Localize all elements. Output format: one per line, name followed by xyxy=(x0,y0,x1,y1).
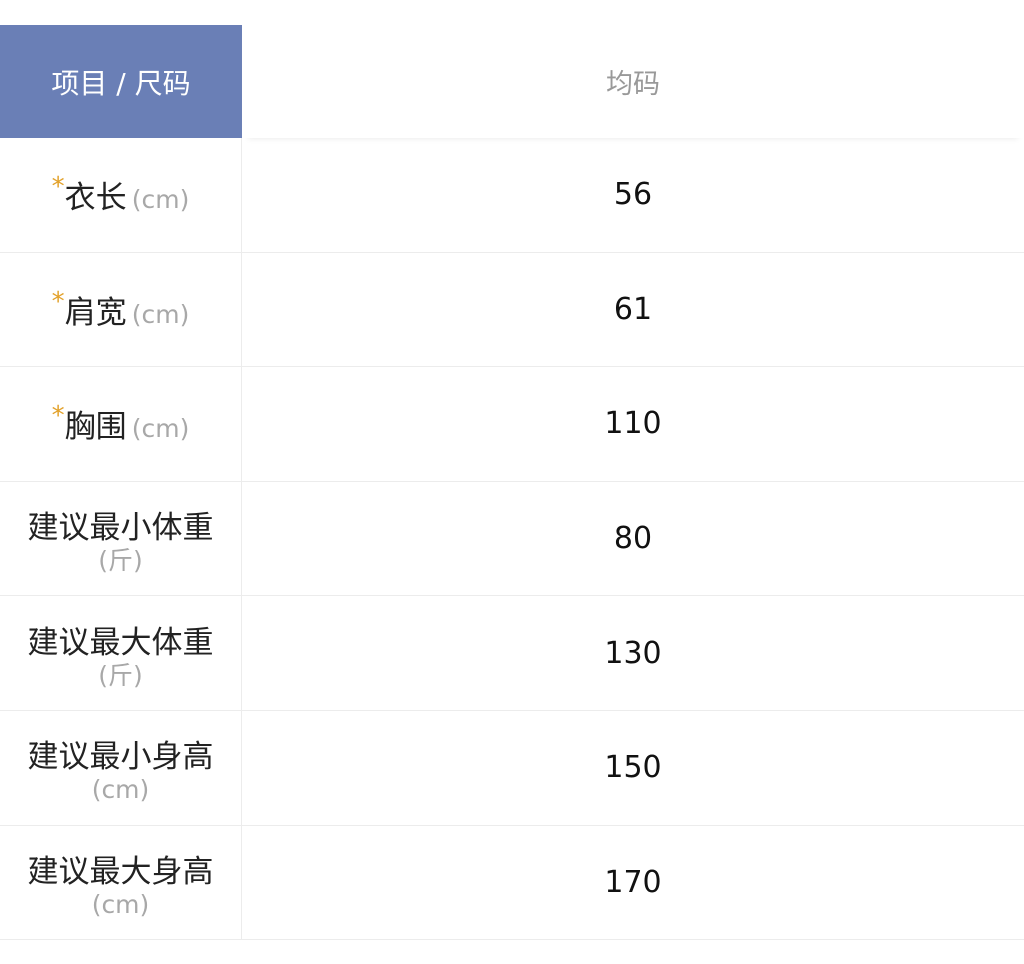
row-label: 建议最小身高 xyxy=(27,739,214,776)
table-row: 建议最小体重 (斤) 80 xyxy=(0,481,1024,597)
row-value: 150 xyxy=(604,750,662,786)
row-label: 衣长 xyxy=(64,180,127,217)
row-unit: (cm) xyxy=(131,299,190,329)
row-label: 胸围 xyxy=(64,409,127,446)
header-size: 均码 xyxy=(242,25,1024,138)
row-label: 建议最小体重 xyxy=(27,510,214,547)
row-label-cell: 建议最大身高 (cm) xyxy=(0,825,242,940)
required-star: * xyxy=(51,401,65,432)
row-unit: (cm) xyxy=(131,414,190,444)
required-star: * xyxy=(51,286,65,317)
row-label-cell: *胸围 (cm) xyxy=(0,367,242,481)
row-unit: (cm) xyxy=(91,775,150,805)
row-value: 110 xyxy=(604,406,662,442)
row-label: 肩宽 xyxy=(64,294,127,331)
table-row: 建议最大身高 (cm) 170 xyxy=(0,825,1024,941)
row-label-cell: 建议最小身高 (cm) xyxy=(0,710,242,825)
row-label: 建议最大身高 xyxy=(27,853,214,890)
required-star: * xyxy=(51,172,65,203)
row-value: 80 xyxy=(613,521,653,557)
header-item-size: 项目 / 尺码 xyxy=(0,25,242,138)
row-label-cell: *肩宽 (cm) xyxy=(0,252,242,367)
table-row: 建议最小身高 (cm) 150 xyxy=(0,710,1024,826)
row-unit: (斤) xyxy=(98,660,143,690)
table-row: *衣长 (cm) 56 xyxy=(0,138,1024,253)
row-value: 56 xyxy=(613,177,653,213)
table-row: 建议最大体重 (斤) 130 xyxy=(0,596,1024,711)
row-value: 130 xyxy=(604,635,662,671)
row-label: 建议最大体重 xyxy=(27,624,214,661)
size-table: 项目 / 尺码 均码 *衣长 (cm) 56 *肩宽 (cm) 61 *胸围 (cm) 1… xyxy=(0,25,1024,941)
row-unit: (cm) xyxy=(131,185,190,215)
table-header: 项目 / 尺码 均码 xyxy=(0,25,1024,138)
row-unit: (斤) xyxy=(98,546,143,576)
row-value: 170 xyxy=(604,864,662,900)
row-label-cell: 建议最小体重 (斤) xyxy=(0,481,242,596)
row-label-cell: 建议最大体重 (斤) xyxy=(0,596,242,710)
row-unit: (cm) xyxy=(91,889,150,919)
row-value: 61 xyxy=(613,291,653,327)
table-row: *肩宽 (cm) 61 xyxy=(0,252,1024,368)
row-label-cell: *衣长 (cm) xyxy=(0,138,242,252)
table-row: *胸围 (cm) 110 xyxy=(0,367,1024,482)
